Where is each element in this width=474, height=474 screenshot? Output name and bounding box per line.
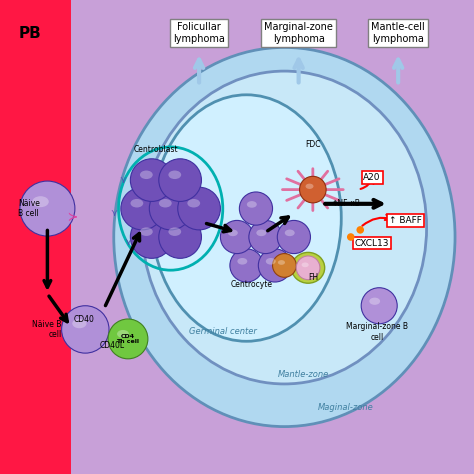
- Ellipse shape: [237, 258, 247, 264]
- Text: Mantle-zone: Mantle-zone: [278, 370, 329, 379]
- Ellipse shape: [285, 229, 295, 236]
- Text: Folicullar
lymphoma: Folicullar lymphoma: [173, 22, 225, 44]
- Ellipse shape: [228, 229, 238, 236]
- Ellipse shape: [140, 171, 153, 179]
- Ellipse shape: [108, 319, 148, 359]
- Ellipse shape: [249, 220, 282, 254]
- Ellipse shape: [159, 199, 172, 208]
- Text: FH: FH: [308, 273, 318, 282]
- Text: ⋎: ⋎: [66, 210, 81, 221]
- Text: Centrocyte: Centrocyte: [230, 280, 272, 289]
- Ellipse shape: [20, 181, 75, 236]
- Text: A20: A20: [364, 173, 381, 182]
- Text: CD40: CD40: [73, 315, 94, 324]
- Ellipse shape: [277, 220, 310, 254]
- Text: Näive
B cell: Näive B cell: [18, 199, 40, 218]
- Ellipse shape: [361, 288, 397, 324]
- Ellipse shape: [256, 229, 266, 236]
- Ellipse shape: [168, 171, 181, 179]
- Ellipse shape: [114, 47, 455, 427]
- Text: Maginal-zone: Maginal-zone: [318, 403, 374, 412]
- Ellipse shape: [159, 216, 201, 258]
- Ellipse shape: [62, 306, 109, 353]
- Text: ⋎: ⋎: [110, 208, 118, 219]
- Ellipse shape: [220, 220, 254, 254]
- Ellipse shape: [178, 187, 220, 230]
- Ellipse shape: [273, 254, 296, 277]
- Ellipse shape: [168, 228, 181, 236]
- Ellipse shape: [300, 176, 326, 203]
- Circle shape: [356, 226, 364, 234]
- Ellipse shape: [239, 192, 273, 225]
- Ellipse shape: [140, 228, 153, 236]
- Ellipse shape: [121, 187, 164, 230]
- Ellipse shape: [292, 252, 325, 283]
- Bar: [0, 0, 71, 474]
- Ellipse shape: [117, 330, 129, 338]
- Text: CD40L: CD40L: [100, 341, 125, 350]
- Ellipse shape: [258, 249, 292, 282]
- Ellipse shape: [187, 199, 200, 208]
- Ellipse shape: [159, 159, 201, 201]
- Ellipse shape: [278, 260, 285, 265]
- Ellipse shape: [306, 183, 313, 189]
- Ellipse shape: [152, 95, 341, 341]
- Ellipse shape: [301, 263, 309, 267]
- Ellipse shape: [142, 71, 427, 384]
- Text: CD4
Th cell: CD4 Th cell: [117, 334, 139, 344]
- Text: Marginal-zone B
cell: Marginal-zone B cell: [346, 322, 408, 342]
- Text: CXCL13: CXCL13: [355, 239, 389, 247]
- Ellipse shape: [247, 201, 257, 208]
- Text: Marginal-zone
lymphoma: Marginal-zone lymphoma: [264, 22, 333, 44]
- Ellipse shape: [130, 216, 173, 258]
- Ellipse shape: [72, 319, 86, 328]
- Ellipse shape: [130, 199, 143, 208]
- Text: ↑ BAFF: ↑ BAFF: [389, 216, 422, 225]
- Text: FDC: FDC: [305, 140, 320, 149]
- Ellipse shape: [149, 187, 192, 230]
- Ellipse shape: [230, 249, 263, 282]
- Ellipse shape: [369, 298, 380, 305]
- Circle shape: [347, 233, 355, 241]
- Text: ⋎: ⋎: [119, 175, 127, 185]
- Text: Mantle-cell
lymphoma: Mantle-cell lymphoma: [371, 22, 425, 44]
- Text: PB: PB: [19, 26, 42, 41]
- Text: Näive B
cell: Näive B cell: [32, 320, 62, 339]
- Ellipse shape: [266, 258, 276, 264]
- Text: ⋎: ⋎: [124, 237, 132, 247]
- Ellipse shape: [32, 196, 49, 207]
- Ellipse shape: [296, 256, 320, 280]
- Text: ↑NF-κB: ↑NF-κB: [332, 199, 361, 208]
- Ellipse shape: [130, 159, 173, 201]
- Text: Centroblast: Centroblast: [134, 145, 179, 154]
- Text: Germinal center: Germinal center: [189, 327, 257, 336]
